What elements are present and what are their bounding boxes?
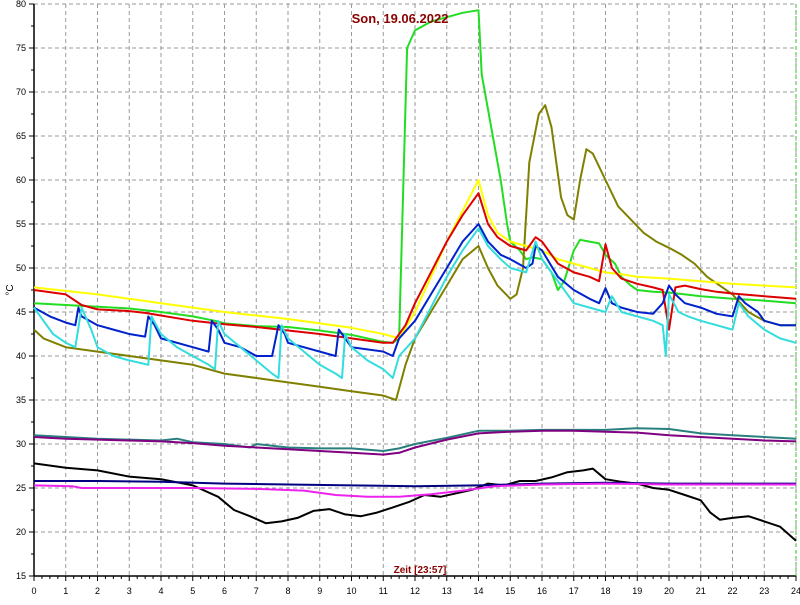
x-tick-label: 4 (158, 586, 163, 596)
x-tick-label: 7 (254, 586, 259, 596)
chart-title: Son, 19.06.2022 (352, 11, 449, 26)
y-tick-label: 50 (16, 263, 26, 273)
x-tick-label: 15 (505, 586, 515, 596)
x-tick-label: 22 (727, 586, 737, 596)
y-tick-label: 25 (16, 483, 26, 493)
x-tick-label: 0 (31, 586, 36, 596)
x-tick-label: 1 (63, 586, 68, 596)
x-tick-label: 10 (346, 586, 356, 596)
grid (34, 3, 797, 576)
x-tick-label: 18 (600, 586, 610, 596)
y-tick-label: 70 (16, 87, 26, 97)
x-tick-label: 17 (569, 586, 579, 596)
x-tick-label: 5 (190, 586, 195, 596)
y-tick-label: 55 (16, 219, 26, 229)
x-tick-label: 16 (537, 586, 547, 596)
x-axis-label: Zeit [23:57] (394, 565, 447, 576)
y-tick-label: 65 (16, 131, 26, 141)
x-tick-label: 3 (127, 586, 132, 596)
x-tick-label: 24 (791, 586, 800, 596)
y-tick-label: 30 (16, 439, 26, 449)
series-lines (33, 9, 797, 542)
y-tick-label: 20 (16, 527, 26, 537)
x-tick-label: 13 (442, 586, 452, 596)
y-tick-label: 35 (16, 395, 26, 405)
y-tick-label: 80 (16, 0, 26, 9)
y-tick-label: 75 (16, 43, 26, 53)
x-tick-label: 2 (95, 586, 100, 596)
x-tick-label: 8 (285, 586, 290, 596)
axes: 0 1 2 3 4 5 6 7 8 9 10 11 12 13 14 15 16 17 18 19 20 21 22 23 24… (16, 0, 800, 596)
series-line-8 (33, 429, 797, 456)
y-tick-label: 45 (16, 307, 26, 317)
y-tick-label: 40 (16, 351, 26, 361)
x-tick-label: 11 (379, 586, 388, 596)
series-line-5 (33, 223, 796, 357)
series-line-7 (33, 427, 797, 452)
x-tick-label: 23 (759, 586, 769, 596)
series-line-11 (33, 482, 796, 498)
y-axis-label: °C (5, 284, 16, 295)
series-line-6 (33, 227, 797, 379)
x-tick-label: 9 (317, 586, 322, 596)
x-tick-label: 6 (222, 586, 227, 596)
series-line-2 (33, 104, 796, 401)
series-line-4 (33, 192, 797, 344)
x-tick-label: 12 (410, 586, 420, 596)
y-tick-label: 15 (16, 571, 26, 581)
x-tick-label: 21 (696, 586, 706, 596)
y-tick-label: 60 (16, 175, 26, 185)
x-tick-label: 19 (632, 586, 642, 596)
x-tick-label: 14 (473, 586, 483, 596)
series-line-3 (33, 179, 797, 340)
x-tick-label: 20 (664, 586, 674, 596)
